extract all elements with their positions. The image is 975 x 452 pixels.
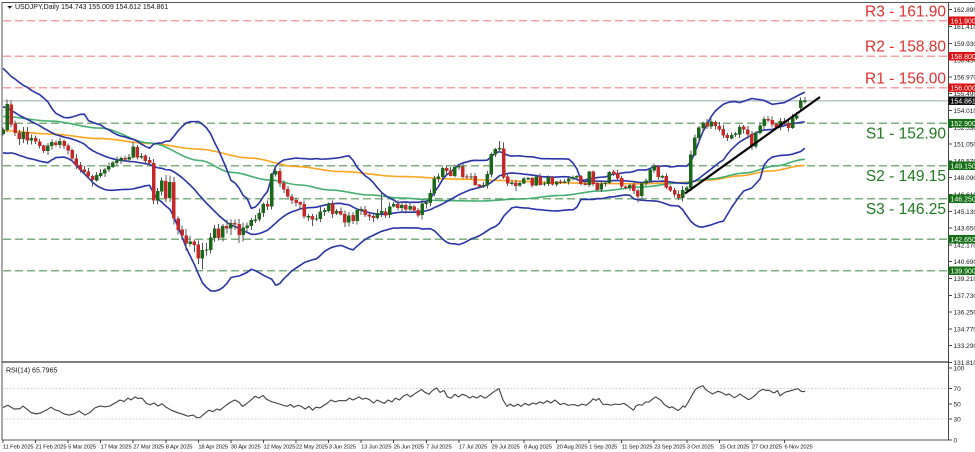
svg-text:133.290: 133.290 bbox=[954, 343, 975, 350]
svg-text:161.900: 161.900 bbox=[951, 19, 975, 26]
svg-text:RSI(14) 65.7965: RSI(14) 65.7965 bbox=[6, 368, 57, 375]
svg-text:131.810: 131.810 bbox=[954, 360, 975, 367]
svg-text:27 Oct 2025: 27 Oct 2025 bbox=[752, 445, 782, 451]
svg-text:R1 - 156.00: R1 - 156.00 bbox=[865, 70, 946, 87]
svg-text:156.000: 156.000 bbox=[951, 86, 975, 93]
svg-text:20 Aug 2025: 20 Aug 2025 bbox=[557, 445, 588, 451]
svg-text:S2 - 149.15: S2 - 149.15 bbox=[866, 168, 946, 185]
svg-text:158.450: 158.450 bbox=[954, 58, 975, 65]
svg-text:6 Nov 2025: 6 Nov 2025 bbox=[784, 445, 812, 451]
svg-text:USDJPY,Daily 154.743 155.009: USDJPY,Daily 154.743 155.009 154.612 154… bbox=[15, 4, 168, 11]
svg-text:1 Sep 2025: 1 Sep 2025 bbox=[589, 445, 617, 451]
svg-text:13 Jun 2025: 13 Jun 2025 bbox=[361, 445, 391, 451]
svg-text:152.900: 152.900 bbox=[951, 121, 975, 128]
svg-text:143.650: 143.650 bbox=[954, 226, 975, 233]
svg-text:30: 30 bbox=[954, 416, 962, 423]
svg-text:162.890: 162.890 bbox=[954, 7, 975, 14]
svg-text:0: 0 bbox=[954, 438, 958, 445]
svg-text:8 Apr 2025: 8 Apr 2025 bbox=[166, 445, 193, 451]
svg-text:11 Sep 2025: 11 Sep 2025 bbox=[622, 445, 653, 451]
svg-text:151.050: 151.050 bbox=[954, 142, 975, 149]
svg-text:15 Oct 2025: 15 Oct 2025 bbox=[719, 445, 749, 451]
svg-text:149.150: 149.150 bbox=[951, 163, 975, 170]
svg-text:134.770: 134.770 bbox=[954, 326, 975, 333]
svg-text:139.210: 139.210 bbox=[954, 276, 975, 283]
svg-text:156.970: 156.970 bbox=[954, 74, 975, 81]
svg-text:25 Jun 2025: 25 Jun 2025 bbox=[394, 445, 424, 451]
svg-text:7 Jul 2025: 7 Jul 2025 bbox=[426, 445, 451, 451]
svg-text:50: 50 bbox=[954, 401, 962, 408]
svg-text:140.690: 140.690 bbox=[954, 259, 975, 266]
svg-text:158.800: 158.800 bbox=[951, 54, 975, 61]
svg-text:5 Mar 2025: 5 Mar 2025 bbox=[68, 445, 96, 451]
svg-text:152.530: 152.530 bbox=[954, 125, 975, 132]
svg-text:3 Jun 2025: 3 Jun 2025 bbox=[329, 445, 356, 451]
svg-text:70: 70 bbox=[954, 386, 962, 393]
svg-text:29 Jul 2025: 29 Jul 2025 bbox=[491, 445, 519, 451]
svg-text:S3 - 146.25: S3 - 146.25 bbox=[866, 201, 946, 218]
svg-text:148.090: 148.090 bbox=[954, 175, 975, 182]
svg-text:R3 - 161.90: R3 - 161.90 bbox=[865, 3, 946, 20]
svg-text:154.010: 154.010 bbox=[954, 108, 975, 115]
svg-text:161.410: 161.410 bbox=[954, 24, 975, 31]
svg-text:R2 - 158.80: R2 - 158.80 bbox=[865, 39, 946, 56]
svg-text:S1 - 152.90: S1 - 152.90 bbox=[866, 126, 947, 143]
svg-text:145.130: 145.130 bbox=[954, 209, 975, 216]
svg-text:3 Oct 2025: 3 Oct 2025 bbox=[687, 445, 714, 451]
svg-text:8 Aug 2025: 8 Aug 2025 bbox=[524, 445, 552, 451]
svg-text:136.250: 136.250 bbox=[954, 310, 975, 317]
svg-text:142.170: 142.170 bbox=[954, 242, 975, 249]
svg-text:12 May 2025: 12 May 2025 bbox=[263, 445, 295, 451]
svg-text:27 Mar 2025: 27 Mar 2025 bbox=[133, 445, 164, 451]
svg-text:18 Apr 2025: 18 Apr 2025 bbox=[198, 445, 228, 451]
svg-text:154.861: 154.861 bbox=[951, 99, 975, 106]
svg-text:17 Jul 2025: 17 Jul 2025 bbox=[459, 445, 487, 451]
svg-text:22 May 2025: 22 May 2025 bbox=[296, 445, 328, 451]
svg-text:137.730: 137.730 bbox=[954, 293, 975, 300]
svg-text:142.650: 142.650 bbox=[951, 237, 975, 244]
svg-text:11 Feb 2025: 11 Feb 2025 bbox=[3, 445, 33, 451]
svg-text:23 Sep 2025: 23 Sep 2025 bbox=[654, 445, 685, 451]
svg-text:17 Mar 2025: 17 Mar 2025 bbox=[101, 445, 132, 451]
svg-text:21 Feb 2025: 21 Feb 2025 bbox=[36, 445, 67, 451]
svg-text:139.900: 139.900 bbox=[951, 268, 975, 275]
svg-text:30 Apr 2025: 30 Apr 2025 bbox=[231, 445, 261, 451]
svg-text:146.250: 146.250 bbox=[951, 196, 975, 203]
svg-text:155.490: 155.490 bbox=[954, 91, 975, 98]
svg-text:159.930: 159.930 bbox=[954, 41, 975, 48]
svg-text:100: 100 bbox=[954, 366, 965, 373]
